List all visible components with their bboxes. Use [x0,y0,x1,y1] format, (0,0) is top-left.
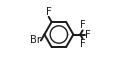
Text: F: F [80,20,86,30]
Text: F: F [85,30,91,39]
Text: F: F [46,7,52,17]
Text: F: F [80,39,86,49]
Text: Br: Br [30,35,41,45]
